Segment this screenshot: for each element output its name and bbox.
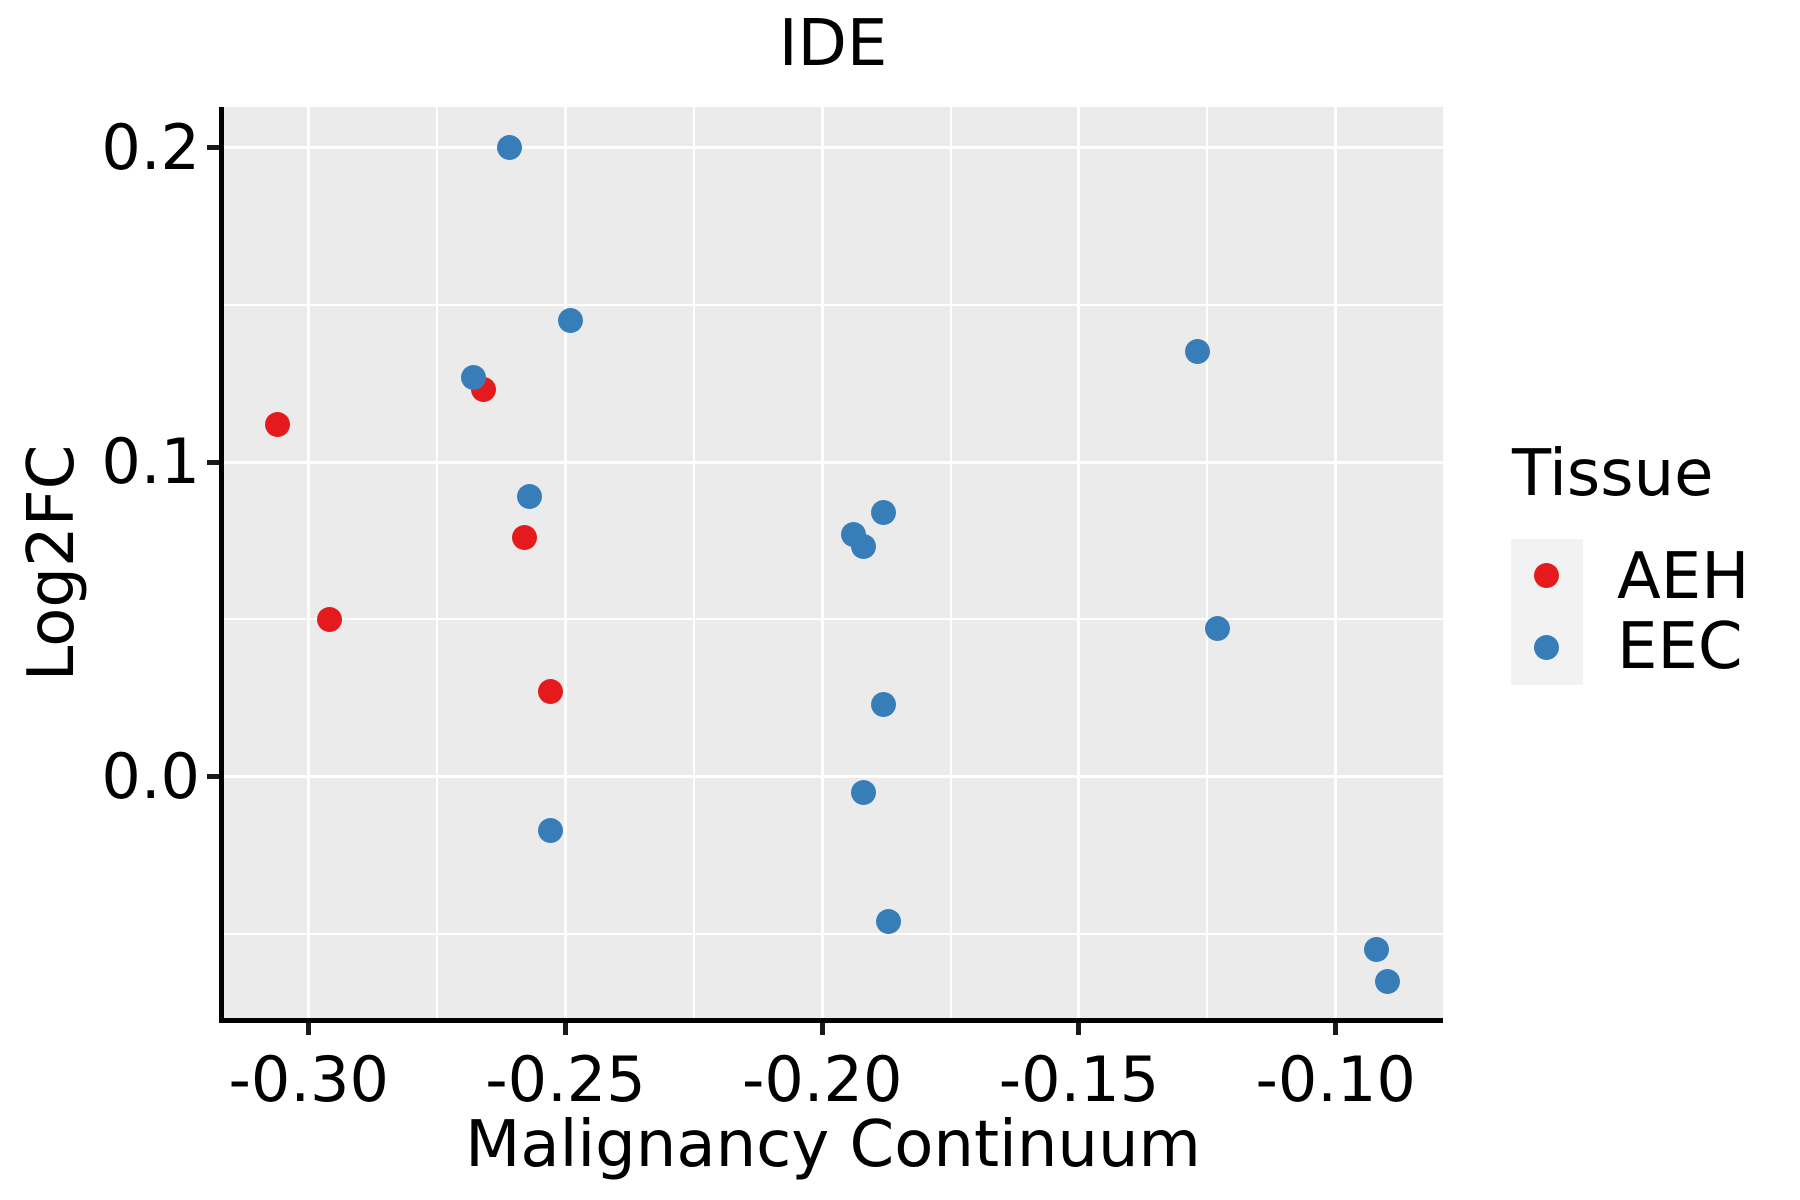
data-point-eec bbox=[537, 817, 563, 843]
data-point-eec bbox=[460, 364, 486, 390]
gridline-minor-vertical bbox=[436, 107, 439, 1020]
x-tick-label: -0.20 bbox=[741, 1043, 903, 1116]
data-point-eec bbox=[876, 908, 902, 934]
x-tick-mark bbox=[1333, 1023, 1339, 1035]
data-point-eec bbox=[1205, 616, 1231, 642]
data-point-eec bbox=[517, 484, 543, 510]
y-tick-label: 0.0 bbox=[101, 739, 200, 813]
gridline-major-vertical bbox=[820, 107, 824, 1020]
x-axis-title: Malignancy Continuum bbox=[465, 1108, 1201, 1182]
x-tick-label: -0.15 bbox=[998, 1043, 1160, 1116]
y-axis-title: Log2FC bbox=[15, 444, 89, 682]
y-tick-mark bbox=[207, 459, 219, 465]
x-tick-label: -0.30 bbox=[228, 1043, 389, 1116]
x-tick-mark bbox=[819, 1023, 825, 1035]
data-point-aeh bbox=[316, 606, 342, 632]
gridline-minor-horizontal bbox=[223, 932, 1443, 935]
gridline-minor-horizontal bbox=[223, 618, 1443, 621]
data-point-eec bbox=[1184, 339, 1210, 365]
x-tick-mark bbox=[1076, 1023, 1082, 1035]
gridline-minor-horizontal bbox=[223, 303, 1443, 306]
legend-label-aeh: AEH bbox=[1617, 540, 1750, 614]
plot-panel bbox=[223, 107, 1443, 1020]
legend-title: Tissue bbox=[1512, 437, 1714, 511]
data-point-eec bbox=[1364, 937, 1390, 963]
x-tick-mark bbox=[562, 1023, 568, 1035]
y-tick-label: 0.2 bbox=[101, 110, 200, 184]
data-point-eec bbox=[496, 135, 522, 161]
gridline-minor-vertical bbox=[949, 107, 952, 1020]
gridline-minor-vertical bbox=[1206, 107, 1209, 1020]
legend-label-eec: EEC bbox=[1617, 610, 1743, 684]
x-tick-label: -0.25 bbox=[485, 1043, 646, 1116]
data-point-aeh bbox=[265, 411, 291, 437]
gridline-major-vertical bbox=[1334, 107, 1338, 1020]
data-point-eec bbox=[871, 691, 897, 717]
y-tick-label: 0.1 bbox=[101, 425, 200, 499]
gridline-major-horizontal bbox=[223, 775, 1443, 779]
plot-title: IDE bbox=[778, 7, 888, 81]
gridline-major-vertical bbox=[1077, 107, 1081, 1020]
data-point-aeh bbox=[511, 525, 537, 551]
gridline-major-vertical bbox=[563, 107, 567, 1020]
data-point-eec bbox=[558, 308, 584, 334]
y-tick-mark bbox=[207, 145, 219, 151]
legend-marker-eec-icon bbox=[1534, 635, 1559, 660]
x-tick-label: -0.10 bbox=[1255, 1043, 1416, 1116]
data-point-eec bbox=[850, 779, 876, 805]
data-point-eec bbox=[871, 499, 897, 525]
data-point-aeh bbox=[537, 679, 563, 705]
gridline-major-horizontal bbox=[223, 146, 1443, 150]
x-tick-mark bbox=[306, 1023, 312, 1035]
gridline-major-vertical bbox=[307, 107, 311, 1020]
data-point-eec bbox=[850, 534, 876, 560]
gridline-major-horizontal bbox=[223, 460, 1443, 464]
x-axis-line bbox=[219, 1018, 1443, 1023]
legend-key-box bbox=[1511, 539, 1583, 685]
data-point-eec bbox=[1374, 968, 1400, 994]
y-tick-mark bbox=[207, 774, 219, 780]
gridline-minor-vertical bbox=[692, 107, 695, 1020]
legend-marker-aeh-icon bbox=[1534, 563, 1559, 588]
y-axis-line bbox=[219, 107, 224, 1023]
